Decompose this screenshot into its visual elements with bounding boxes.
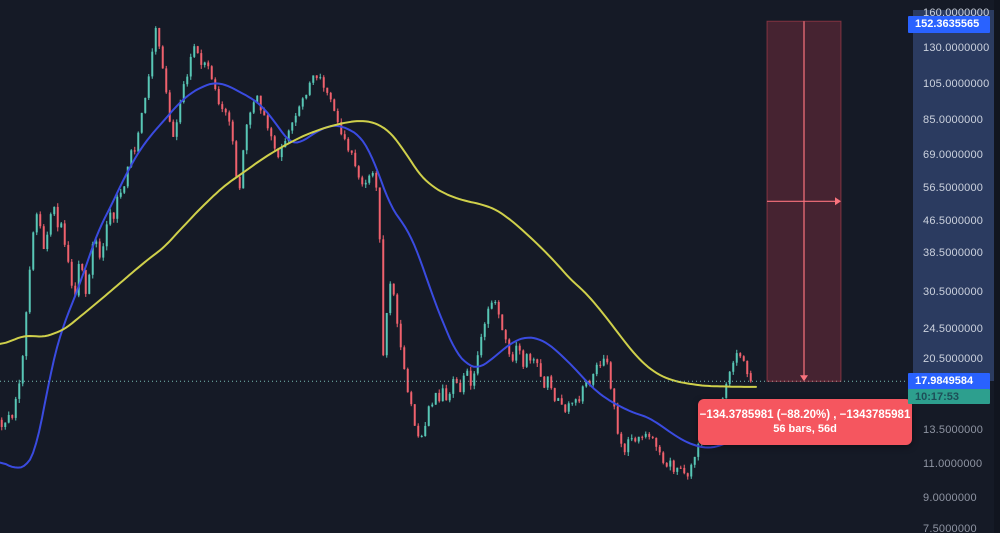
last-price-value: 17.9849584 [915,375,974,388]
bar-countdown-value: 10:17:53 [915,390,960,403]
measure-range-drawing[interactable] [766,20,842,382]
moving-average-fast-line [0,82,757,469]
price-scale-tick: 11.0000000 [923,458,983,471]
price-scale-tick: 20.5000000 [923,353,984,366]
candlestick-series [0,26,752,480]
price-scale-tick: 30.5000000 [923,286,984,299]
range-start-price-value: 152.3635565 [915,18,980,31]
price-scale-tick: 105.0000000 [923,78,990,90]
price-scale-tick: 85.0000000 [923,113,984,126]
scale-right-edge [994,0,1000,533]
moving-average-slow-line [0,120,757,388]
price-scale-tick: 56.5000000 [923,182,984,195]
price-scale-tick: 130.0000000 [923,42,990,54]
price-scale-tick: 38.5000000 [923,247,984,259]
price-scale[interactable]: 160.0000000 130.0000000 105.0000000 85.0000… [913,0,1000,533]
price-scale-tick: 13.5000000 [923,423,984,436]
price-scale-highlight [913,10,1000,382]
measure-value-text: −134.3785981 (−88.20%) , −1343785981 [699,409,911,421]
price-scale-tick: 9.0000000 [923,492,977,504]
price-chart-canvas[interactable] [0,0,913,533]
range-start-price-label: 152.3635565 [908,15,990,33]
price-scale-tick: 46.5000000 [923,215,984,228]
price-scale-tick: 7.5000000 [923,522,977,533]
last-price-label: 17.9849584 [908,372,990,390]
price-scale-tick: 24.5000000 [923,323,984,336]
measure-bars-text: 56 bars, 56d [773,423,837,435]
bar-countdown-label: 10:17:53 [908,389,990,405]
price-scale-tick: 69.0000000 [923,148,984,161]
measure-tooltip: −134.3785981 (−88.20%) , −1343785981 56 … [698,399,912,445]
